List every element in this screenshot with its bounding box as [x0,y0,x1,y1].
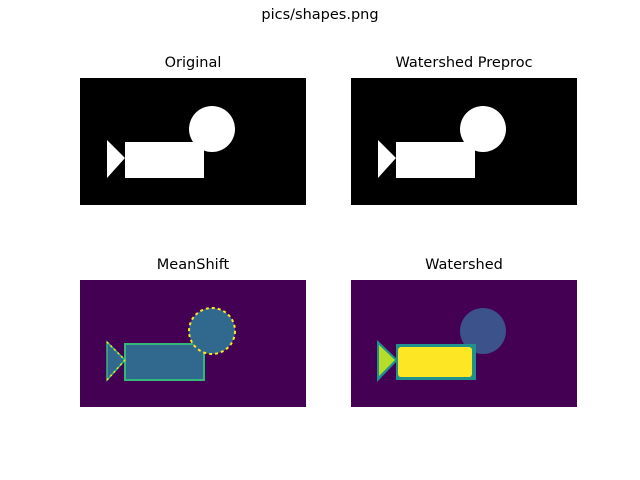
rectangle-shape [125,142,204,178]
triangle-region [379,345,395,376]
circle-shape [189,106,235,152]
panel-title-meanshift: MeanShift [156,257,230,273]
rectangle-shape [396,142,475,178]
original-image [80,78,306,205]
rectangle-region [398,347,472,377]
panel-title-watershed-preproc: Watershed Preproc [395,55,533,71]
triangle-region [106,340,127,382]
triangle-shape [378,140,396,178]
watershed-preproc-image [351,78,577,205]
watershed-image [351,280,577,407]
circle-region [460,308,506,354]
circle-region [189,308,235,354]
circle-boundary [188,307,236,355]
rectangle-region [124,343,205,381]
panel-title-original: Original [164,55,222,71]
triangle-shape [107,140,125,178]
meanshift-image [80,280,306,407]
panel-title-watershed: Watershed [425,257,503,273]
circle-shape [460,106,506,152]
triangle-boundary [106,341,126,361]
figure-title: pics/shapes.png [261,7,379,23]
